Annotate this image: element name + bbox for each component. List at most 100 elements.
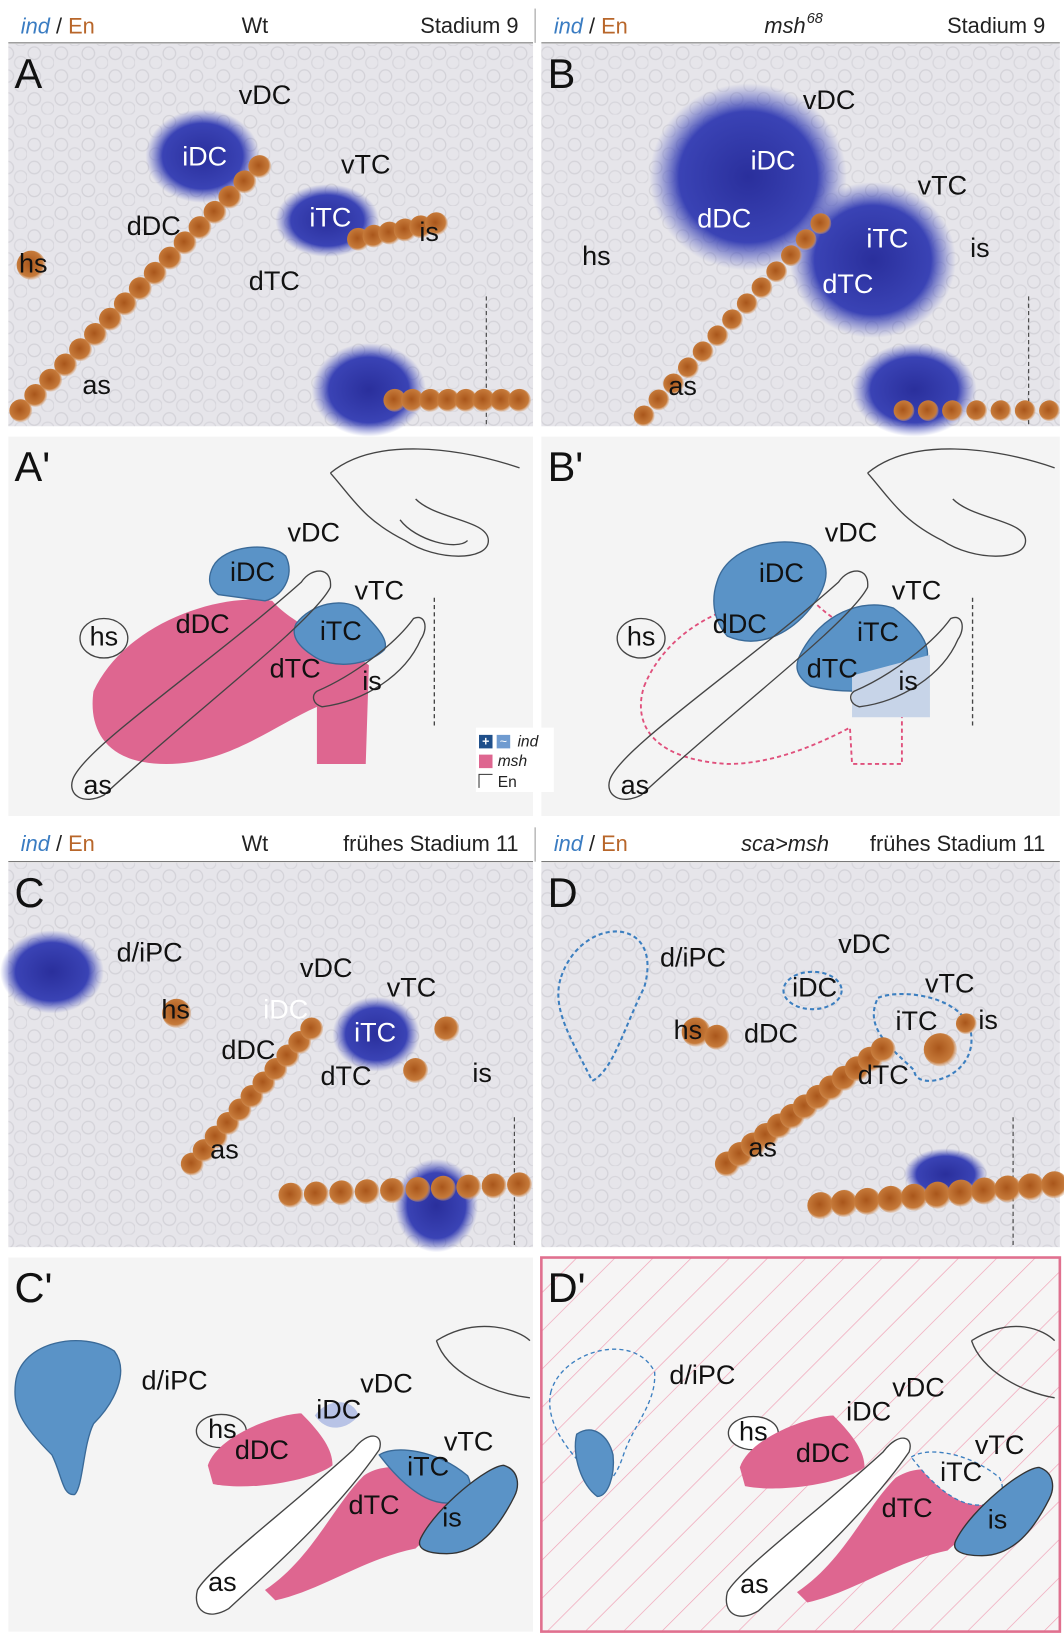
region-label: iTC — [354, 1017, 396, 1047]
region-label: dTC — [882, 1493, 933, 1523]
legend-ind: ind — [517, 733, 539, 750]
region-label: as — [210, 1135, 239, 1165]
header-markers: ind / En — [21, 831, 95, 856]
brown-cell — [405, 1177, 430, 1202]
panel-letter: C' — [15, 1264, 53, 1311]
brown-cell — [956, 1013, 977, 1034]
region-label: iDC — [751, 145, 796, 175]
region-label: vTC — [892, 576, 942, 606]
region-label: dTC — [807, 654, 858, 684]
region-label: vTC — [355, 576, 405, 606]
legend: + ~ ind msh En — [476, 728, 554, 792]
region-label: dDC — [221, 1035, 275, 1065]
region-label: vDC — [803, 85, 855, 115]
brown-cell — [901, 1184, 928, 1211]
header-separator: / — [583, 831, 601, 856]
blue-stain — [0, 930, 104, 1013]
region-label: dDC — [796, 1438, 850, 1468]
region-label: hs — [627, 621, 656, 651]
header-markers: ind / En — [21, 13, 95, 38]
brown-cell — [304, 1182, 329, 1207]
region-label: dDC — [697, 204, 751, 234]
region-label: vDC — [300, 953, 353, 983]
brown-cell — [807, 1192, 834, 1219]
header-separator: / — [50, 13, 68, 38]
header-marker1: ind — [21, 13, 51, 38]
header-marker2: En — [68, 13, 95, 38]
brown-cell — [877, 1186, 904, 1213]
region-label: iTC — [309, 203, 351, 233]
brown-cell — [704, 1025, 729, 1050]
brown-cell — [871, 1037, 896, 1062]
header-stage: Stadium 9 — [420, 13, 518, 38]
region-label: as — [208, 1567, 237, 1597]
brown-cell — [894, 400, 915, 421]
blue-stain — [395, 1159, 478, 1253]
brown-cell — [456, 1175, 481, 1200]
legend-en: En — [498, 774, 517, 791]
region-label: vDC — [838, 929, 890, 959]
brown-cell — [831, 1190, 858, 1217]
header-stage: frühes Stadium 11 — [870, 831, 1045, 856]
region-label: iDC — [263, 994, 308, 1024]
region-label: is — [978, 1005, 997, 1035]
region-label: is — [988, 1505, 1007, 1535]
region-label: dDC — [235, 1435, 289, 1465]
region-label: iTC — [866, 223, 908, 253]
brown-cell — [380, 1178, 405, 1203]
region-label: iTC — [407, 1452, 449, 1482]
region-label: dDC — [744, 1018, 798, 1048]
header-marker1: ind — [554, 831, 584, 856]
brown-cell — [781, 245, 802, 266]
panel-letter: D — [548, 869, 578, 916]
region-label: is — [472, 1058, 492, 1088]
brown-cell — [948, 1180, 975, 1207]
header-marker2: En — [601, 831, 628, 856]
region-label: hs — [674, 1015, 703, 1045]
region-label: iTC — [320, 616, 362, 646]
brown-cell — [810, 213, 831, 234]
header-marker1: ind — [21, 831, 51, 856]
brown-cell — [507, 1172, 532, 1197]
region-label: vDC — [239, 80, 292, 110]
region-label: dDC — [127, 211, 181, 241]
figure: AvDCiDCvTCdDCiTCishsdTCasind / EnWtStadi… — [0, 0, 1064, 1636]
brown-cell — [434, 1016, 459, 1041]
schematic-b — [541, 437, 1059, 816]
region-label: iDC — [230, 557, 275, 587]
region-label: is — [970, 233, 989, 263]
brown-cell — [737, 293, 758, 314]
region-label: as — [748, 1133, 777, 1163]
region-label: dDC — [713, 609, 767, 639]
region-label: iDC — [182, 141, 227, 171]
region-label: dTC — [858, 1060, 909, 1090]
brown-cell — [752, 277, 773, 298]
header-marker2: En — [601, 13, 628, 38]
brown-cell — [918, 400, 939, 421]
region-label: dTC — [249, 266, 300, 296]
region-label: is — [898, 666, 917, 696]
region-label: iDC — [792, 973, 837, 1003]
brown-cell — [278, 1183, 303, 1208]
panel-letter: B' — [548, 443, 584, 490]
brown-cell — [991, 400, 1012, 421]
region-label: iTC — [940, 1457, 982, 1487]
region-label: is — [362, 666, 382, 696]
header-separator: / — [583, 13, 601, 38]
brown-cell — [634, 405, 655, 426]
brown-cell — [854, 1188, 881, 1215]
brown-cell — [942, 400, 963, 421]
brown-cell — [796, 229, 817, 250]
panel-letter: A' — [15, 443, 51, 490]
region-label: hs — [161, 994, 190, 1024]
brown-cell — [403, 1058, 428, 1083]
region-label: d/iPC — [117, 937, 183, 967]
region-label: vTC — [387, 973, 437, 1003]
region-label: vDC — [825, 517, 877, 547]
brown-cell — [248, 155, 271, 178]
region-label: vTC — [444, 1427, 494, 1457]
header-genotype: msh — [764, 13, 805, 38]
region-label: hs — [739, 1416, 768, 1446]
region-label: hs — [90, 621, 119, 651]
header-markers: ind / En — [554, 831, 628, 856]
